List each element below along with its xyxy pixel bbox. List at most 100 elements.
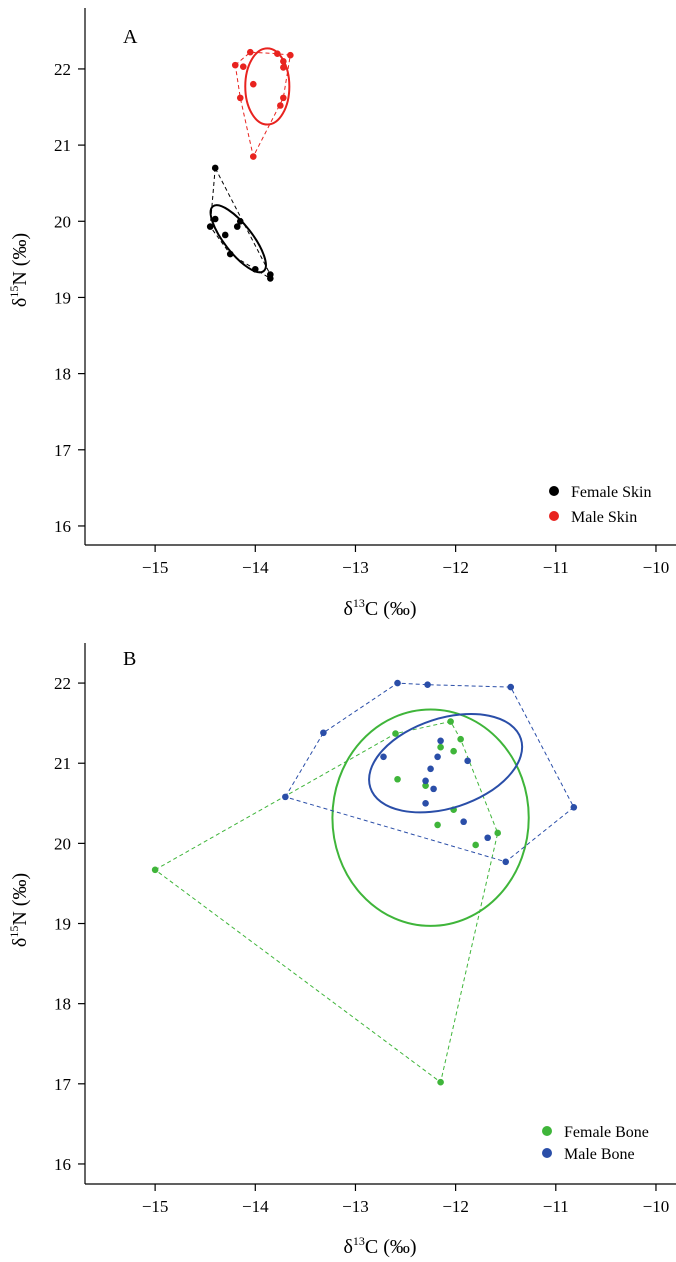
- panel-a-x-tick-label: −10: [643, 558, 670, 577]
- male-skin-point: [287, 52, 294, 59]
- panel-a-marks: [202, 48, 294, 281]
- panel-a-y-tick-label: 21: [54, 136, 71, 155]
- male-bone-ellipse: [356, 696, 534, 830]
- panel-a-xlabel-sup: 13: [353, 596, 365, 610]
- male-bone-point: [282, 794, 289, 801]
- male-bone-point: [507, 684, 514, 691]
- panel-b-y-tick-label: 22: [54, 674, 71, 693]
- female-skin-ellipse: [202, 198, 275, 280]
- male-bone-point: [434, 754, 441, 761]
- female-bone-point: [447, 718, 454, 725]
- legend-marker-male-bone: [542, 1148, 552, 1158]
- panel-b-y-tick-label: 19: [54, 915, 71, 934]
- panel-b-legend: Female Bone Male Bone: [542, 1124, 649, 1163]
- male-bone-point: [380, 754, 387, 761]
- female-skin-point: [227, 251, 234, 258]
- panel-b-label: B: [123, 648, 136, 670]
- panel-a-label: A: [123, 26, 138, 48]
- panel-b-xlabel-rest: C (‰): [365, 1236, 417, 1258]
- male-skin-point: [274, 50, 281, 57]
- panel-a-y-axis-title: δ15N (‰): [7, 233, 31, 307]
- panel-b-ylabel-sup: 15: [7, 926, 21, 938]
- panel-b-y-tick-label: 18: [54, 995, 71, 1014]
- male-bone-point: [502, 859, 509, 866]
- panel-b-x-tick-label: −12: [442, 1197, 469, 1216]
- male-bone-point: [571, 804, 578, 811]
- panel-b-y-tick-label: 17: [54, 1075, 72, 1094]
- panel-a-y-tick-label: 17: [54, 441, 72, 460]
- male-skin-point: [280, 58, 287, 65]
- panel-b-ylabel-rest: N (‰): [9, 873, 31, 926]
- panel-b-marks: [152, 680, 577, 1086]
- panel-b-y-tick-label: 16: [54, 1155, 71, 1174]
- panel-a-x-axis-title: δ13C (‰): [343, 596, 416, 620]
- male-bone-point: [422, 778, 429, 785]
- male-bone-point: [427, 766, 434, 773]
- male-skin-point: [280, 64, 287, 71]
- male-skin-point: [250, 81, 257, 88]
- panel-a-y-tick-label: 16: [54, 517, 71, 536]
- panel-a-ylabel-delta: δ: [9, 298, 31, 307]
- panel-a-x-tick-label: −13: [342, 558, 369, 577]
- legend-label-male-skin: Male Skin: [571, 509, 637, 526]
- panel-a-x-tick-label: −14: [242, 558, 269, 577]
- female-skin-point: [222, 232, 229, 239]
- legend-marker-male-skin: [549, 511, 559, 521]
- male-skin-point: [247, 49, 254, 56]
- male-bone-point: [394, 680, 401, 687]
- legend-label-male-bone: Male Bone: [564, 1146, 635, 1163]
- male-skin-point: [277, 102, 284, 109]
- panel-b-x-tick-label: −10: [643, 1197, 670, 1216]
- female-skin-point: [252, 266, 259, 273]
- panel-a-y-tick-label: 20: [54, 212, 71, 231]
- panel-a-x-tick-label: −11: [543, 558, 569, 577]
- panel-b-xlabel-sup: 13: [353, 1234, 365, 1248]
- female-skin-point: [212, 216, 219, 223]
- male-skin-point: [250, 153, 257, 160]
- male-skin-point: [232, 62, 239, 69]
- male-bone-point: [424, 681, 431, 688]
- panel-a-y-tick-label: 18: [54, 365, 71, 384]
- female-bone-point: [437, 1079, 444, 1086]
- panel-a-y-tick-label: 19: [54, 288, 71, 307]
- female-bone-point: [472, 842, 479, 849]
- panel-a-xlabel-rest: C (‰): [365, 598, 417, 620]
- panel-b-x-tick-label: −15: [142, 1197, 169, 1216]
- legend-marker-female-skin: [549, 486, 559, 496]
- female-bone-point: [394, 776, 401, 783]
- female-bone-hull: [155, 722, 498, 1083]
- male-bone-point: [320, 729, 327, 736]
- panel-b-x-tick-label: −14: [242, 1197, 269, 1216]
- female-bone-point: [152, 867, 159, 874]
- legend-label-female-bone: Female Bone: [564, 1124, 649, 1141]
- female-skin-point: [207, 223, 214, 230]
- panel-b-xlabel-delta: δ: [343, 1236, 352, 1258]
- panel-a-xlabel-delta: δ: [343, 598, 352, 620]
- male-bone-point: [422, 800, 429, 807]
- male-bone-point: [464, 758, 471, 765]
- male-bone-point: [430, 786, 437, 793]
- panel-a-x-tick-label: −12: [442, 558, 469, 577]
- female-bone-ellipse: [332, 710, 528, 926]
- male-skin-point: [280, 95, 287, 102]
- panel-a-ylabel-rest: N (‰): [9, 233, 31, 286]
- legend-label-female-skin: Female Skin: [571, 484, 651, 501]
- panel-b-x-tick-label: −13: [342, 1197, 369, 1216]
- male-bone-point: [437, 737, 444, 744]
- male-skin-point: [240, 63, 247, 70]
- panel-a-y-tick-label: 22: [54, 60, 71, 79]
- panel-a-x-tick-label: −15: [142, 558, 169, 577]
- panel-b-x-tick-label: −11: [543, 1197, 569, 1216]
- female-bone-point: [437, 744, 444, 751]
- panel-b-x-axis-title: δ13C (‰): [343, 1234, 416, 1258]
- panel-b-ylabel-delta: δ: [9, 938, 31, 947]
- female-bone-point: [450, 748, 457, 755]
- panel-a-ylabel-sup: 15: [7, 286, 21, 298]
- panel-b-y-tick-label: 21: [54, 754, 71, 773]
- female-bone-point: [457, 736, 464, 743]
- male-bone-point: [460, 818, 467, 825]
- female-skin-point: [212, 165, 219, 172]
